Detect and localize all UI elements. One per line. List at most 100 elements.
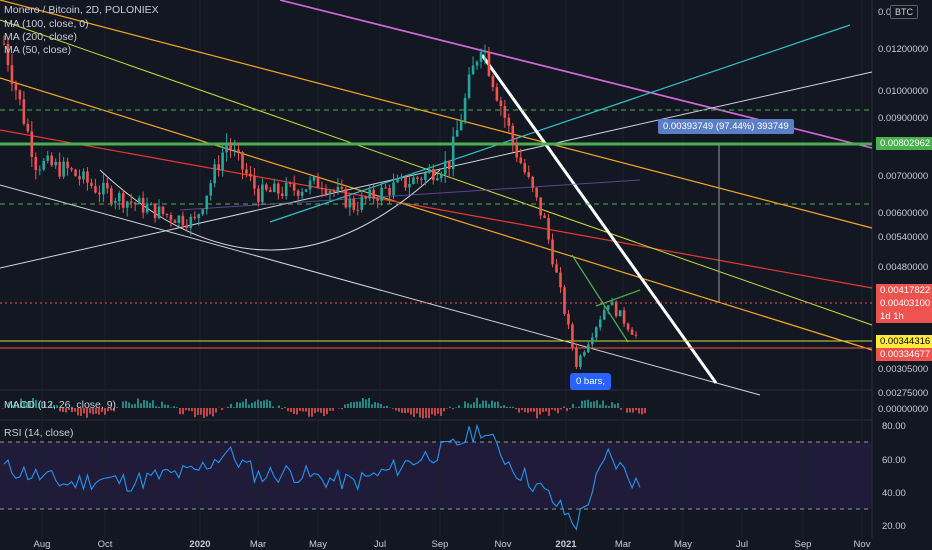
macd-bar: [230, 403, 232, 408]
macd-bar: [32, 397, 34, 408]
candle-body: [408, 184, 411, 188]
candle-body: [400, 176, 403, 179]
ma200-legend[interactable]: MA (200, close): [4, 31, 77, 43]
macd-bar: [239, 402, 241, 408]
macd-bar: [260, 401, 262, 408]
macd-legend[interactable]: MACD (12, 26, close, 9): [4, 399, 117, 411]
candle-body: [352, 198, 356, 210]
macd-bar: [362, 397, 364, 408]
macd-bar: [77, 408, 79, 416]
macd-bar: [416, 408, 418, 414]
macd-bar: [65, 408, 67, 413]
macd-bar: [629, 408, 631, 413]
macd-bar: [269, 400, 271, 408]
candle-body: [137, 197, 141, 204]
rsi-band: [0, 442, 872, 509]
candle-body: [30, 131, 34, 157]
macd-bar: [482, 400, 484, 408]
macd-bar: [494, 401, 496, 408]
macd-bar: [92, 408, 94, 415]
macd-bar: [347, 403, 349, 408]
candle-body: [614, 301, 618, 317]
candle-body: [543, 215, 546, 218]
candle-body: [6, 43, 10, 66]
macd-bar: [8, 401, 10, 408]
macd-bar: [359, 401, 361, 408]
candle-body: [308, 180, 312, 190]
candle-body: [447, 160, 451, 170]
macd-bar: [263, 400, 265, 408]
candle-body: [201, 209, 205, 215]
macd-bar: [305, 408, 307, 412]
macd-bar: [344, 404, 346, 408]
price-axis-label: 0.00305000: [878, 364, 928, 375]
currency-badge[interactable]: BTC: [890, 5, 918, 19]
candle-body: [300, 191, 304, 196]
red-bottom-price-tag: 0.00334677: [876, 348, 932, 361]
candle-body: [412, 177, 415, 185]
candle-body: [121, 193, 125, 208]
macd-bar: [212, 408, 214, 417]
candle-body: [376, 198, 379, 201]
candle-body: [233, 149, 236, 151]
candle-body: [177, 215, 181, 223]
macd-bar: [302, 408, 304, 412]
candle-body: [606, 305, 610, 311]
yellow-price-tag: 0.00344316: [876, 335, 932, 348]
white-downtrend: [480, 54, 718, 384]
macd-bar: [560, 408, 562, 410]
macd-bar: [470, 404, 472, 408]
price-axis-label: 0.00900000: [878, 113, 928, 124]
candle-body: [507, 117, 511, 126]
macd-bar: [353, 401, 355, 408]
orange-trendline-lower: [0, 77, 873, 351]
price-axis-label: 0.00275000: [878, 388, 928, 399]
macd-bar: [398, 408, 400, 412]
price-pane[interactable]: [0, 0, 872, 390]
time-grid: [41, 0, 863, 538]
candle-body: [217, 164, 220, 171]
candle-body: [82, 171, 85, 180]
candle-body: [169, 214, 173, 221]
price-axis[interactable]: 0.0 0.01200000 0.01000000 0.00900000 0.0…: [878, 7, 928, 532]
candle-body: [547, 217, 550, 240]
macd-bar: [128, 402, 130, 408]
candle-body: [66, 161, 69, 169]
candle-body: [459, 120, 463, 131]
macd-bar: [209, 408, 211, 415]
macd-bar: [266, 399, 268, 408]
candle-body: [416, 177, 419, 179]
macd-bar: [632, 408, 634, 413]
rsi-legend[interactable]: RSI (14, close): [4, 427, 74, 439]
macd-bar: [104, 408, 106, 415]
candle-body: [213, 164, 216, 184]
macd-bar: [68, 408, 70, 410]
candle-body: [292, 183, 296, 191]
time-axis-label: Jul: [374, 539, 386, 550]
candle-body: [129, 201, 133, 203]
macd-bar: [194, 408, 196, 418]
candle-body: [439, 174, 443, 179]
macd-bar: [140, 403, 142, 408]
macd-bar: [524, 408, 526, 413]
symbol-legend[interactable]: Monero / Bitcoin, 2D, POLONIEX: [4, 4, 159, 16]
macd-bar: [533, 408, 535, 412]
candle-body: [579, 355, 582, 367]
time-axis[interactable]: Aug Oct 2020 Mar May Jul Sep Nov 2021 Mar May Jul Se…: [34, 539, 871, 550]
candle-body: [634, 334, 638, 336]
candle-body: [102, 182, 105, 195]
macd-bar: [578, 406, 580, 408]
measure-label: 0.00393749 (97.44%) 393749: [658, 119, 794, 134]
time-axis-label: Aug: [34, 539, 51, 550]
candle-body: [225, 143, 228, 153]
ma50-legend[interactable]: MA (50, close): [4, 44, 72, 56]
macd-bar: [422, 408, 424, 419]
candle-body: [467, 74, 471, 98]
macd-bar: [158, 406, 160, 408]
candle-body: [58, 161, 61, 177]
ma100-legend[interactable]: MA (100, close, 0): [4, 18, 89, 30]
macd-bar: [53, 405, 55, 408]
macd-bar: [233, 407, 235, 408]
rsi-line: [3, 423, 641, 531]
